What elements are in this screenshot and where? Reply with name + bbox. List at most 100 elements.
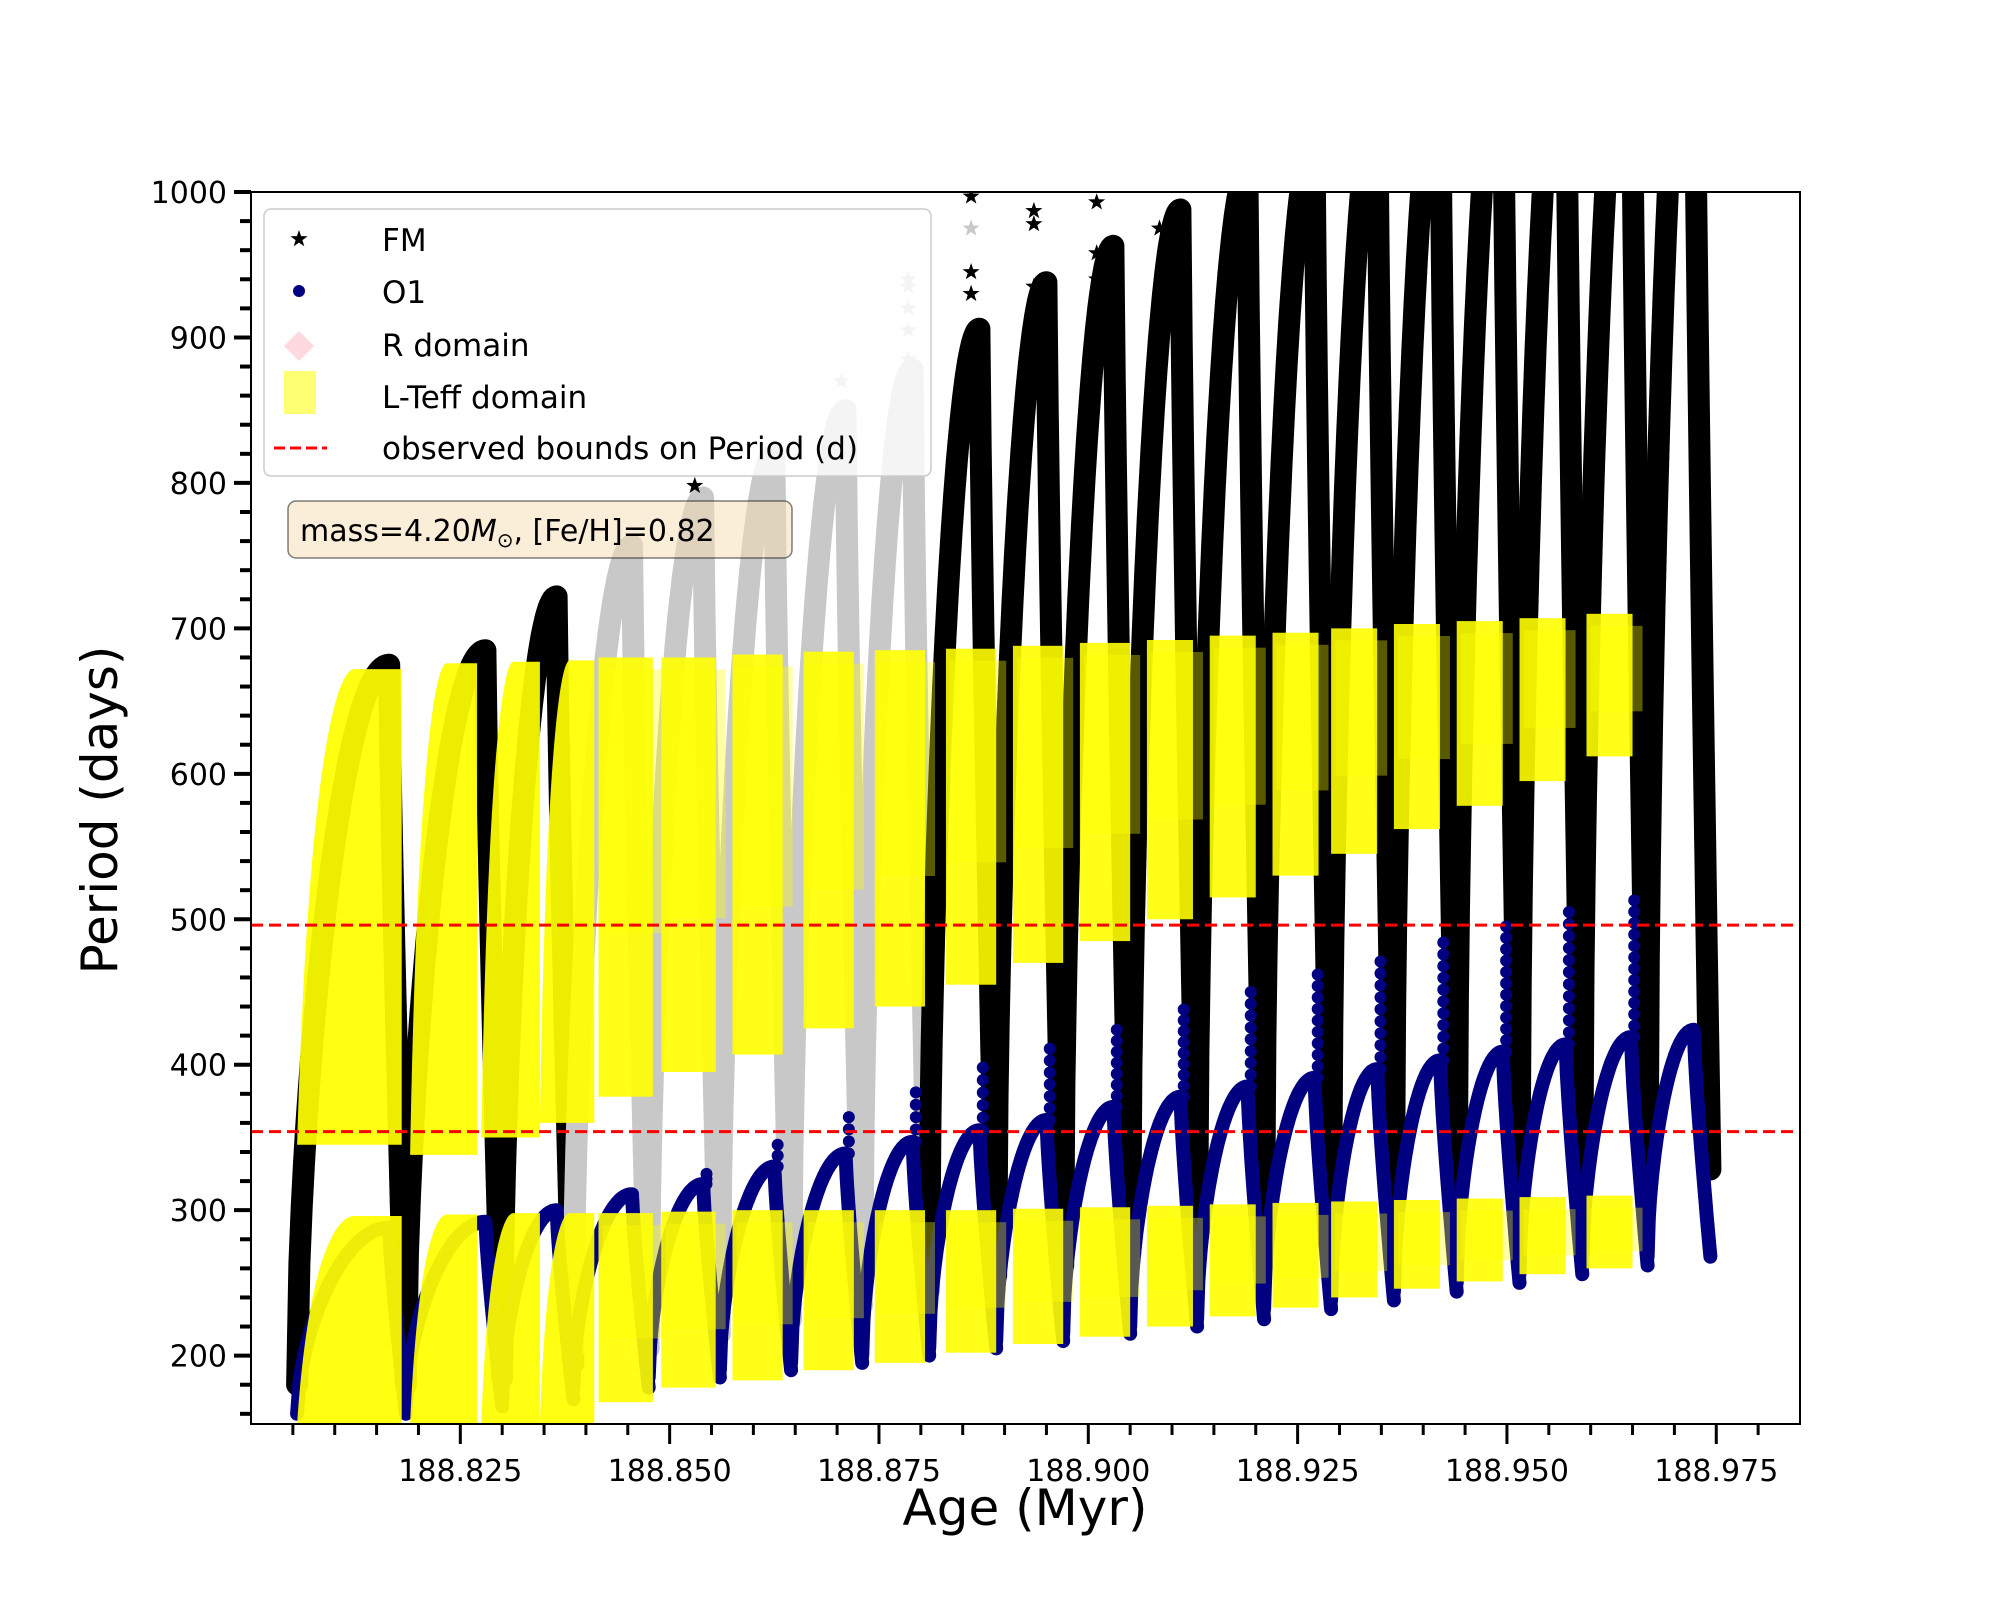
lteff-box-fm — [1146, 640, 1193, 920]
o1-point — [1628, 894, 1641, 907]
o1-point — [1562, 942, 1575, 955]
lteff-box-fm — [1209, 635, 1256, 898]
y-tick-label: 1000 — [151, 176, 227, 211]
lteff-box-o1 — [1146, 1205, 1193, 1327]
fm-cycle — [1571, 192, 1659, 1190]
lteff-box-o1-overlap — [1460, 1210, 1513, 1261]
o1-point — [1374, 979, 1387, 992]
o1-point — [909, 1135, 922, 1148]
o1-point — [1177, 1068, 1190, 1081]
lteff-box-o1 — [1209, 1204, 1256, 1317]
lteff-box-fm-overlap — [807, 663, 864, 890]
o1-point — [1374, 1015, 1387, 1028]
x-axis: 188.825 188.850 188.875 188.900 188.925 188.9… — [291, 1424, 1778, 1489]
o1-point — [1177, 1090, 1190, 1103]
x-tick-label: 188.925 — [1236, 1454, 1360, 1489]
o1-cycle — [1386, 1053, 1464, 1299]
fm-point — [962, 284, 980, 302]
lteff-box-o1-overlap — [1016, 1220, 1074, 1302]
fm-cycle — [1445, 192, 1531, 1207]
o1-point — [1562, 930, 1575, 943]
o1-point — [1437, 948, 1450, 961]
lteff-box-fm — [1272, 632, 1319, 876]
o1-point — [1562, 990, 1575, 1003]
plot-frame — [250, 191, 1801, 1425]
lteff-box-fm — [1012, 645, 1064, 963]
lteff-box-fm-overlap — [949, 660, 1007, 863]
o1-point — [1437, 1019, 1450, 1032]
x-axis-label: Age (Myr) — [903, 1479, 1148, 1537]
o1-cycle — [1449, 1044, 1527, 1290]
o1-point — [1311, 1014, 1324, 1027]
o1-point — [1374, 1063, 1387, 1076]
legend: FM O1 R domain L-Teff domain observed bo… — [263, 208, 932, 477]
o1-point — [1311, 1071, 1324, 1084]
lteff-box-o1-overlap — [1213, 1216, 1266, 1284]
fm-point — [1025, 277, 1043, 294]
o1-point — [1311, 1025, 1324, 1038]
o1-point — [1628, 917, 1641, 930]
o1-point — [1244, 1021, 1257, 1034]
fm-cycle — [1119, 198, 1209, 1254]
o1-point — [1562, 1014, 1575, 1027]
o1-point — [1110, 1067, 1123, 1080]
lteff-box-fm-overlap — [1397, 636, 1450, 760]
o1-point — [1311, 991, 1324, 1004]
o1-point — [1628, 974, 1641, 987]
y-axis-label: Period (days) — [71, 646, 129, 975]
o1-point — [909, 1086, 922, 1099]
o1-point — [1244, 1033, 1257, 1046]
o1-point — [1437, 1054, 1450, 1067]
lteff-box-fm — [410, 663, 478, 1155]
o1-cycle — [1056, 1099, 1138, 1341]
o1-point — [1500, 931, 1513, 944]
star-icon — [290, 230, 308, 247]
o1-point — [1110, 1034, 1123, 1047]
lteff-box-o1 — [1586, 1195, 1633, 1269]
o1-point — [842, 1111, 855, 1124]
lteff-box-o1-overlap — [1276, 1214, 1329, 1278]
o1-point — [1311, 968, 1324, 981]
o1-point — [1562, 966, 1575, 979]
lteff-box-fm-overlap — [665, 669, 726, 919]
o1-point — [1500, 1022, 1513, 1035]
lteff-box-fm — [481, 661, 540, 1138]
o1-point — [1437, 995, 1450, 1008]
lteff-box-fm-overlap — [1276, 644, 1329, 791]
o1-point — [1374, 967, 1387, 980]
legend-box — [263, 208, 932, 477]
fm-point — [1088, 193, 1106, 210]
lteff-box-fm-overlap — [1523, 630, 1576, 728]
o1-point — [1110, 1100, 1123, 1113]
y-tick-label: 800 — [170, 467, 227, 502]
o1-point — [909, 1123, 922, 1136]
fm-point — [962, 263, 980, 280]
o1-point — [1110, 1089, 1123, 1102]
o1-point — [909, 1111, 922, 1124]
legend-label-observed-bounds: observed bounds on Period (d) — [382, 431, 858, 467]
o1-point — [1628, 1008, 1641, 1021]
lteff-box-fm — [803, 651, 854, 1029]
o1-point — [1244, 1080, 1257, 1093]
o1-point — [1110, 1056, 1123, 1069]
o1-point — [1562, 1002, 1575, 1015]
lteff-box-o1-overlap — [1150, 1217, 1203, 1291]
lteff-box-o1 — [874, 1210, 926, 1363]
o1-point — [1628, 1031, 1641, 1044]
lteff-box-o1 — [410, 1214, 478, 1424]
o1-point — [1374, 1027, 1387, 1040]
legend-label-lteff-domain: L-Teff domain — [382, 380, 587, 416]
o1-point — [1628, 962, 1641, 975]
lteff-box-o1 — [598, 1213, 653, 1403]
x-tick-label: 188.950 — [1445, 1454, 1569, 1489]
y-tick-label: 600 — [170, 758, 227, 793]
o1-point — [1110, 1023, 1123, 1036]
lteff-box-fm — [661, 657, 716, 1072]
lteff-box-fm — [945, 648, 997, 985]
fm-cycle — [1253, 192, 1343, 1233]
o1-point — [1043, 1042, 1056, 1055]
lteff-box-fm — [598, 657, 653, 1097]
lteff-box-o1-overlap — [1335, 1213, 1388, 1272]
annotation-subscript: ⊙ — [497, 528, 514, 552]
